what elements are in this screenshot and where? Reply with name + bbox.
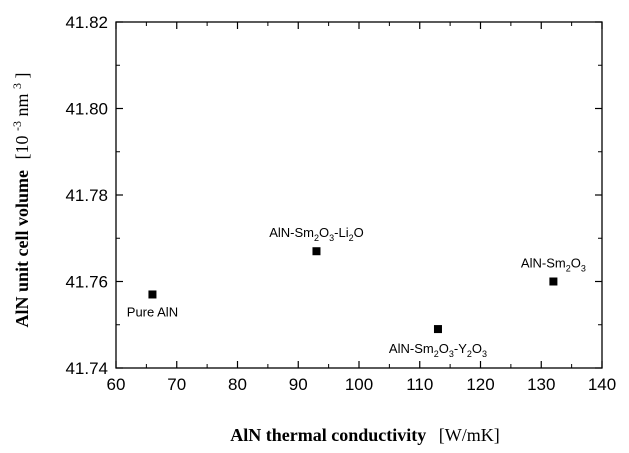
y-tick-label: 41.82 (65, 13, 108, 32)
x-axis-title-main: AlN thermal conductivity (230, 425, 426, 445)
data-point-marker (549, 277, 558, 286)
data-point-label: AlN-Sm2O3 (521, 256, 586, 274)
y-axis-title-unit-mid: nm (12, 93, 32, 116)
y-axis-title: AlN unit cell volume [10 -3 nm 3 ] (10, 72, 32, 327)
x-tick-label: 90 (289, 375, 308, 394)
data-point-marker (148, 290, 157, 299)
y-tick-label: 41.80 (65, 100, 108, 119)
data-point-label: Pure AlN (127, 304, 178, 319)
plot-border (115, 21, 603, 369)
x-tick-label: 60 (107, 375, 126, 394)
x-tick-label: 130 (527, 375, 555, 394)
y-axis-title-unit-exp1: -3 (10, 121, 24, 131)
data-points (148, 247, 558, 334)
data-point-marker (433, 325, 442, 334)
x-tick-label: 80 (228, 375, 247, 394)
data-point-label: AlN-Sm2O3-Y2O3 (389, 341, 487, 359)
x-axis: 60 70 80 90 100 110 120 130 140 (107, 22, 616, 394)
x-axis-title-unit: [W/mK] (439, 425, 500, 445)
y-axis-title-unit-prefix: [10 (12, 136, 32, 160)
data-point-marker (312, 247, 321, 256)
y-tick-label: 41.74 (65, 359, 108, 378)
x-tick-label: 140 (588, 375, 616, 394)
plot-area (115, 21, 603, 369)
x-tick-label: 70 (167, 375, 186, 394)
x-tick-label: 120 (466, 375, 494, 394)
x-tick-label: 110 (406, 375, 433, 394)
y-axis-title-main: AlN unit cell volume (12, 170, 32, 328)
y-tick-label: 41.78 (65, 186, 108, 205)
y-axis: 41.74 41.76 41.78 41.80 41.82 (65, 13, 602, 378)
y-axis-title-unit-exp2: 3 (10, 83, 24, 89)
x-axis-title: AlN thermal conductivity [W/mK] (230, 425, 499, 445)
point-labels: Pure AlN AlN-Sm2O3-Li2O AlN-Sm2O3-Y2O3 AlN-… (127, 225, 586, 359)
y-tick-label: 41.76 (65, 273, 108, 292)
y-axis-title-unit-suffix: ] (12, 72, 32, 78)
data-point-label: AlN-Sm2O3-Li2O (269, 225, 364, 243)
x-tick-label: 100 (345, 375, 373, 394)
